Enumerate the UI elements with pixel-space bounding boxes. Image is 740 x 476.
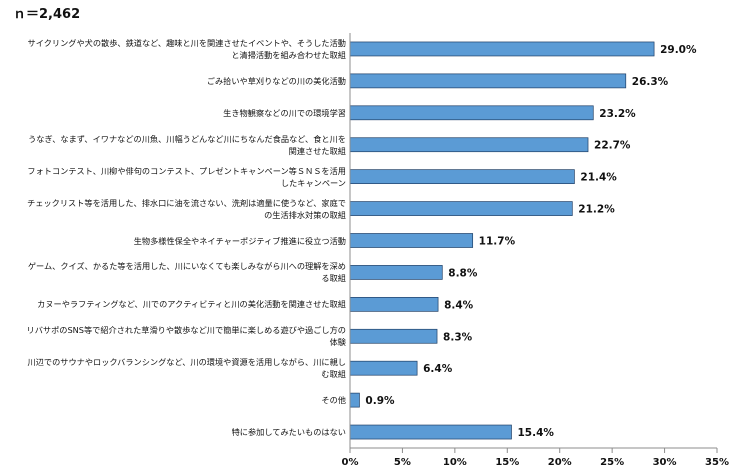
bar <box>349 360 418 376</box>
bar-value-label: 8.8% <box>448 267 478 279</box>
category-label: ゲーム、クイズ、かるた等を活用した、川にいなくても楽しみながら川への理解を深め … <box>27 261 346 284</box>
x-axis-tick-label: 25% <box>600 457 624 468</box>
x-axis-tick-label: 5% <box>394 457 411 468</box>
bar <box>349 169 575 185</box>
bar <box>349 296 439 312</box>
bar <box>349 41 655 57</box>
bar-value-label: 23.2% <box>599 108 636 120</box>
bar-value-label: 8.4% <box>444 299 474 311</box>
x-axis-tick-label: 0% <box>342 457 359 468</box>
category-label: 生き物観察などの川での環境学習 <box>223 107 346 118</box>
bar-value-label: 0.9% <box>365 395 395 407</box>
bar-value-label: 21.2% <box>578 204 615 216</box>
category-label: 生物多様性保全やネイチャーポジティブ推進に役立つ活動 <box>133 235 346 246</box>
bar <box>349 105 594 121</box>
category-label: チェックリスト等を活用した、排水口に油を流さない、洗剤は適量に使うなど、家庭で … <box>27 197 346 220</box>
bar-value-label: 15.4% <box>517 427 554 439</box>
bar <box>349 424 512 440</box>
category-label: サイクリングや犬の散歩、鉄道など、趣味と川を関連させたイベントや、そうした活動 … <box>27 37 347 60</box>
x-axis-tick-label: 20% <box>548 457 572 468</box>
bar <box>349 233 474 248</box>
category-label: フォトコンテスト、川柳や俳句のコンテスト、プレゼントキャンペーン等ＳＮＳを活用 … <box>27 165 346 188</box>
category-label: 特に参加してみたいものはない <box>231 427 346 438</box>
bar <box>349 265 443 280</box>
bar <box>349 73 627 89</box>
category-label: うなぎ、なまず、イワナなどの川魚、川幅うどんなど川にちなんだ食品など、食と川を … <box>28 133 346 156</box>
bar <box>349 328 438 344</box>
category-label: その他 <box>321 395 346 406</box>
bar <box>349 392 360 408</box>
bar <box>349 137 589 153</box>
x-axis-tick-label: 15% <box>495 457 519 468</box>
category-label: カヌーやラフティングなど、川でのアクティビティと川の美化活動を関連させた取組 <box>37 299 346 310</box>
bar-value-label: 22.7% <box>594 140 631 152</box>
sample-size-label: ｎ＝2,462 <box>13 7 81 22</box>
category-label: リバサポのSNS等で紹介された草滑りや散歩など川で簡単に楽しめる遊びや過ごし方の… <box>26 325 346 348</box>
bar-value-label: 11.7% <box>479 236 516 248</box>
bar-value-label: 26.3% <box>632 76 669 88</box>
bar-value-label: 29.0% <box>660 44 697 56</box>
x-axis-tick-label: 35% <box>705 457 729 468</box>
bar-value-label: 21.4% <box>580 172 617 184</box>
bar <box>349 201 573 216</box>
bar-value-label: 8.3% <box>443 331 473 343</box>
x-axis-tick-label: 30% <box>653 457 677 468</box>
x-axis-tick-label: 10% <box>443 457 467 468</box>
category-label: ごみ拾いや草刈りなどの川の美化活動 <box>206 75 346 86</box>
bar-value-label: 6.4% <box>423 363 453 375</box>
category-label: 川辺でのサウナやロックバランシングなど、川の環境や資源を活用しながら、川に親し … <box>27 357 347 380</box>
